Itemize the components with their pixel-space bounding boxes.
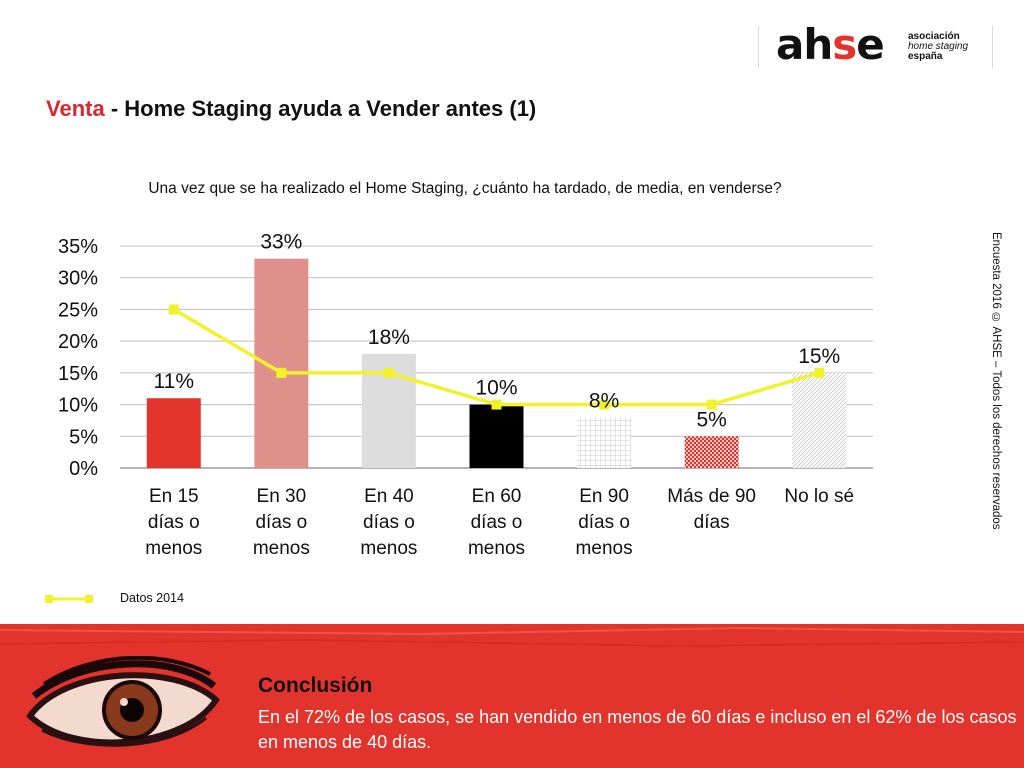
- conclusion-title: Conclusión: [258, 674, 373, 697]
- data-label: 15%: [798, 345, 840, 368]
- x-tick-label: menos: [145, 538, 202, 559]
- data-label: 33%: [260, 231, 302, 254]
- x-tick-label: En 40: [364, 486, 414, 507]
- x-tick-label: En 15: [149, 486, 199, 507]
- data-label: 18%: [368, 326, 410, 349]
- y-tick-label: 35%: [58, 236, 98, 258]
- page-title: Venta - Home Staging ayuda a Vender ante…: [46, 96, 537, 121]
- x-tick-label: No lo sé: [784, 486, 854, 507]
- ahse-logo: ahse asociación home staging españa: [758, 20, 994, 70]
- y-tick-label: 10%: [58, 395, 98, 417]
- chart-title: Una vez que se ha realizado el Home Stag…: [148, 180, 782, 197]
- x-tick-label: días: [694, 512, 730, 533]
- x-tick-label: En 60: [472, 486, 522, 507]
- bar: [146, 398, 201, 468]
- line-point: [276, 367, 287, 378]
- line-point: [706, 399, 717, 410]
- data-label: 11%: [154, 370, 194, 393]
- x-tick-label: días o: [148, 512, 200, 533]
- line-point: [814, 367, 825, 378]
- band-background-pattern: [0, 626, 1024, 647]
- line-point: [491, 399, 502, 410]
- bar-chart: 0% 5% 10% 15% 20% 25% 30% 35% 11% En 15 días o meno…: [58, 231, 873, 559]
- eye-icon: [26, 656, 220, 747]
- data-label: 10%: [475, 377, 517, 400]
- x-tick-label: menos: [253, 538, 310, 559]
- x-tick-label: días o: [363, 512, 415, 533]
- bar: [469, 404, 524, 468]
- y-tick-label: 30%: [58, 268, 98, 290]
- copyright-note: Encuesta 2016 © AHSE – Todos los derecho…: [990, 232, 1002, 530]
- y-tick-label: 0%: [69, 458, 98, 480]
- y-tick-label: 15%: [58, 363, 98, 385]
- logo-subtitle: asociación home staging españa: [908, 31, 969, 62]
- line-point: [168, 304, 179, 315]
- legend-label: Datos 2014: [120, 591, 184, 605]
- line-point: [599, 399, 610, 410]
- bar: [792, 372, 847, 468]
- conclusion-band: Conclusión En el 72% de los casos, se ha…: [0, 624, 1024, 768]
- x-tick-label: menos: [468, 538, 525, 559]
- y-tick-label: 25%: [58, 299, 98, 321]
- conclusion-text: En el 72% de los casos, se han vendido e…: [258, 707, 1017, 752]
- logo-wordmark: ahse: [776, 20, 885, 69]
- x-tick-label: menos: [360, 538, 417, 559]
- x-tick-label: menos: [576, 538, 633, 559]
- data-label: 8%: [589, 389, 619, 412]
- x-tick-label: En 30: [257, 486, 307, 507]
- bar: [684, 436, 739, 468]
- x-tick-label: días o: [578, 512, 630, 533]
- line-point: [383, 367, 394, 378]
- y-tick-label: 5%: [69, 426, 98, 448]
- x-tick-label: Más de 90: [667, 486, 756, 507]
- logo-divider-right: [992, 26, 993, 68]
- x-tick-label: días o: [255, 512, 307, 533]
- logo-divider-left: [758, 26, 759, 68]
- legend-line-swatch: [45, 595, 93, 603]
- y-tick-label: 20%: [58, 331, 98, 353]
- bar: [577, 417, 632, 468]
- x-tick-label: días o: [471, 512, 523, 533]
- x-tick-label: En 90: [579, 486, 629, 507]
- data-label: 5%: [696, 408, 726, 431]
